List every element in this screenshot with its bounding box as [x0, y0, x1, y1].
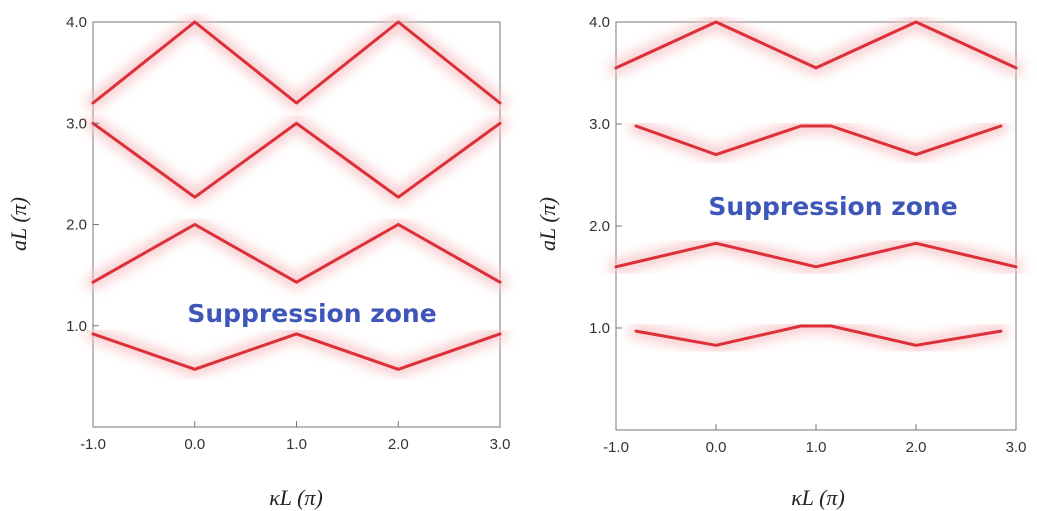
left-band-3	[91, 121, 502, 199]
left-x-tick-label: 3.0	[490, 436, 511, 453]
right-y-tick-label: 4.0	[589, 14, 610, 31]
right-y-tick-label: 2.0	[589, 218, 610, 235]
left-x-tick-label: 2.0	[388, 436, 409, 453]
right-y-ticks: 1.0 2.0 3.0 4.0	[589, 14, 622, 337]
left-plot-frame	[92, 21, 501, 428]
left-x-axis-label: κL (π)	[269, 485, 323, 510]
right-band-2	[614, 241, 1018, 269]
left-suppression-zone-label: Suppression zone	[187, 299, 436, 328]
right-x-ticks: -1.0 0.0 1.0 2.0 3.0	[603, 424, 1026, 456]
right-y-axis-label: aL (π)	[535, 197, 560, 251]
left-bands	[86, 15, 507, 377]
right-bands	[609, 15, 1023, 353]
left-x-tick-label: 1.0	[286, 436, 307, 453]
right-y-tick-label: 1.0	[589, 320, 610, 337]
right-y-tick-label: 3.0	[589, 116, 610, 133]
right-x-tick-label: 2.0	[906, 439, 927, 456]
left-band-1	[91, 332, 502, 371]
left-y-tick-label: 2.0	[66, 217, 87, 234]
right-x-tick-label: 3.0	[1006, 439, 1027, 456]
left-band-2	[91, 223, 502, 284]
left-y-tick-label: 1.0	[66, 318, 87, 335]
left-band-4	[91, 20, 502, 105]
left-y-axis-label: aL (π)	[6, 197, 31, 251]
right-band-3	[634, 124, 1003, 157]
right-x-axis-label: κL (π)	[791, 485, 845, 510]
left-x-ticks: -1.0 0.0 1.0 2.0 3.0	[80, 421, 510, 453]
right-band-1	[634, 324, 1003, 347]
left-y-tick-label: 3.0	[66, 115, 87, 132]
right-suppression-zone-label: Suppression zone	[708, 192, 957, 221]
left-x-tick-label: 0.0	[184, 436, 205, 453]
right-x-tick-label: -1.0	[603, 439, 629, 456]
right-x-tick-label: 1.0	[806, 439, 827, 456]
right-x-tick-label: 0.0	[706, 439, 727, 456]
right-panel: -1.0 0.0 1.0 2.0 3.0 1.0 2.0 3.0 4.0 Suppressio…	[535, 14, 1026, 510]
right-band-4	[614, 20, 1018, 70]
left-y-ticks: 1.0 2.0 3.0 4.0	[66, 14, 99, 335]
left-panel: -1.0 0.0 1.0 2.0 3.0 1.0 2.0 3.0 4.0 Suppressio…	[6, 14, 510, 510]
right-plot-frame	[615, 21, 1017, 431]
left-y-tick-label: 4.0	[66, 14, 87, 31]
left-x-tick-label: -1.0	[80, 436, 106, 453]
